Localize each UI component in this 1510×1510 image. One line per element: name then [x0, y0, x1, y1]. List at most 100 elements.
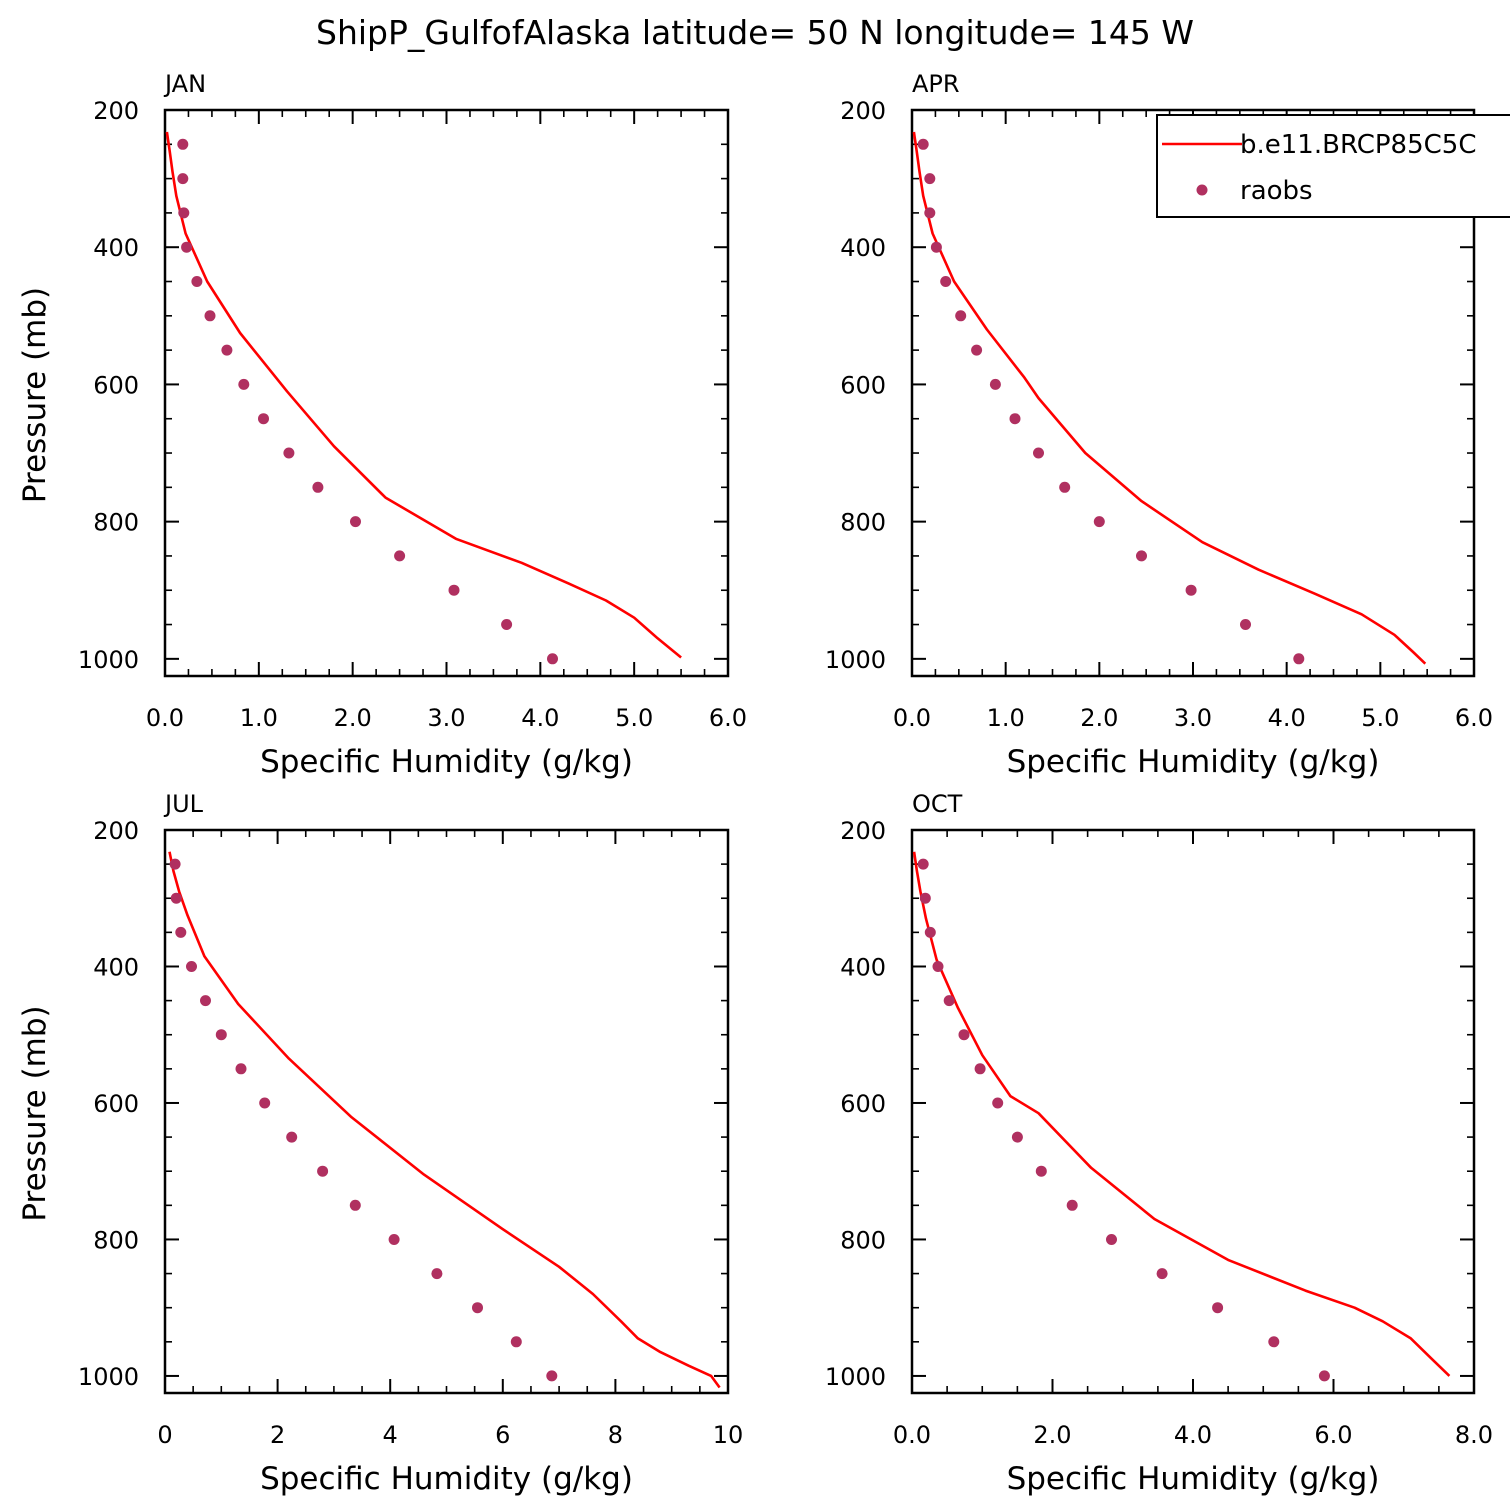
y-tick-label: 1000	[825, 646, 886, 674]
raobs-point	[955, 310, 967, 322]
raobs-point	[1009, 413, 1021, 425]
x-tick-label: 0.0	[893, 1421, 931, 1449]
raobs-point	[1059, 481, 1071, 493]
x-tick-label: 3.0	[1174, 704, 1212, 732]
panels: JAN 0.0 1.0 2.0 3.0 4.0 5.0 6.0 200 400 600 800 1000…	[17, 70, 1493, 1497]
y-tick-label: 600	[93, 371, 139, 399]
x-tick-label: 4.0	[521, 704, 559, 732]
y-tick-label: 600	[840, 371, 886, 399]
panel-jan: JAN 0.0 1.0 2.0 3.0 4.0 5.0 6.0 200 400 600 800 1000…	[17, 70, 747, 780]
x-tick-label: 0.0	[146, 704, 184, 732]
y-tick-label: 800	[93, 509, 139, 537]
raobs-point	[388, 1234, 400, 1245]
raobs-point	[940, 276, 952, 287]
y-tick-label: 400	[93, 953, 139, 981]
x-axis-label: Specific Humidity (g/kg)	[1007, 744, 1380, 780]
raobs-point	[177, 173, 189, 185]
figure-title: ShipP_GulfofAlaska latitude= 50 N longit…	[316, 13, 1194, 52]
y-tick-label: 600	[93, 1090, 139, 1118]
raobs-point	[286, 1131, 298, 1143]
raobs-point	[169, 858, 181, 870]
raobs-point	[1035, 1165, 1047, 1177]
x-tick-label: 2	[270, 1421, 285, 1449]
x-tick-label: 6.0	[1314, 1421, 1352, 1449]
legend-label-model: b.e11.BRCP85C5C	[1240, 130, 1477, 160]
panel-title: APR	[912, 70, 960, 98]
y-tick-label: 1000	[78, 646, 139, 674]
legend-label-obs: raobs	[1240, 176, 1313, 206]
raobs-point	[394, 550, 406, 562]
x-tick-label: 1.0	[240, 704, 278, 732]
plot-frame	[163, 828, 730, 1395]
x-tick-label: 0	[157, 1421, 172, 1449]
raobs-point	[448, 584, 460, 596]
raobs-point	[259, 1097, 271, 1109]
x-tick-label: 8	[608, 1421, 623, 1449]
legend-box	[1156, 114, 1510, 218]
model-profile-line	[912, 851, 1451, 1377]
x-tick-label: 4.0	[1268, 704, 1306, 732]
panel-title: JAN	[163, 70, 206, 98]
raobs-point	[1268, 1336, 1280, 1348]
raobs-point	[932, 961, 944, 972]
raobs-point	[349, 1199, 361, 1211]
model-profile-line	[168, 851, 721, 1389]
y-tick-label: 200	[840, 97, 886, 125]
raobs-point	[350, 516, 361, 528]
raobs-point	[186, 961, 197, 972]
raobs-point	[917, 858, 929, 870]
y-tick-label: 800	[93, 1226, 139, 1254]
x-tick-label: 8.0	[1455, 1421, 1493, 1449]
raobs-point	[974, 1063, 986, 1075]
raobs-point	[1293, 653, 1305, 665]
raobs-point	[258, 413, 269, 425]
y-axis-label: Pressure (mb)	[17, 1005, 53, 1221]
panel-title: JUL	[163, 790, 204, 818]
raobs-point	[191, 276, 203, 287]
raobs-point	[1212, 1302, 1224, 1314]
raobs-point	[917, 138, 929, 150]
raobs-point	[1185, 584, 1197, 596]
raobs-point	[924, 926, 936, 938]
y-tick-label: 800	[840, 1226, 886, 1254]
y-tick-label: 1000	[825, 1363, 886, 1391]
x-tick-label: 2.0	[334, 704, 372, 732]
raobs-point	[971, 344, 983, 356]
x-tick-label: 3.0	[427, 704, 465, 732]
raobs-point	[1156, 1268, 1168, 1280]
raobs-point	[1066, 1199, 1078, 1211]
plot-frame	[163, 108, 730, 678]
x-tick-label: 4	[383, 1421, 398, 1449]
x-axis-label: Specific Humidity (g/kg)	[260, 1461, 633, 1497]
x-tick-label: 6	[495, 1421, 510, 1449]
raobs-point	[215, 1029, 227, 1041]
y-tick-label: 400	[840, 234, 886, 262]
panel-oct: OCT 0.0 2.0 4.0 6.0 8.0 200 400 600 800 1000 Specif…	[825, 790, 1493, 1497]
raobs-point	[1011, 1131, 1023, 1143]
raobs-point	[317, 1165, 329, 1177]
raobs-point	[501, 619, 513, 630]
raobs-point	[221, 344, 233, 356]
raobs-point	[178, 207, 190, 219]
raobs-point	[510, 1336, 522, 1348]
raobs-point	[472, 1302, 483, 1314]
x-tick-label: 5.0	[1361, 704, 1399, 732]
panel-title: OCT	[912, 790, 963, 818]
y-tick-label: 200	[840, 817, 886, 845]
raobs-point	[919, 892, 931, 904]
panel-jul: JUL 0 2 4 6 8 10 200 400 600 800 1000 Specific Humid…	[17, 790, 743, 1497]
x-tick-label: 1.0	[987, 704, 1025, 732]
x-tick-label: 6.0	[709, 704, 747, 732]
y-tick-label: 800	[840, 509, 886, 537]
raobs-point	[547, 653, 558, 665]
x-tick-label: 0.0	[893, 704, 931, 732]
raobs-point	[924, 173, 936, 185]
raobs-point	[930, 241, 942, 253]
x-tick-label: 2.0	[1033, 1421, 1071, 1449]
raobs-point	[312, 481, 324, 493]
raobs-point	[1033, 447, 1044, 459]
raobs-point	[177, 138, 189, 150]
model-profile-line	[165, 131, 682, 659]
raobs-point	[1136, 550, 1147, 562]
raobs-point	[1106, 1234, 1117, 1245]
